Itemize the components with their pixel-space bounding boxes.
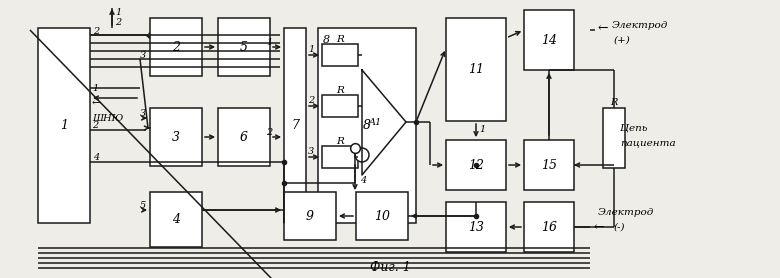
Text: 13: 13: [468, 220, 484, 234]
Text: 1: 1: [60, 119, 68, 132]
Text: Фиг. 1: Фиг. 1: [370, 261, 410, 274]
Bar: [603, 108, 625, 168]
Text: R: R: [336, 86, 344, 95]
Text: 1: 1: [308, 44, 314, 53]
Text: 3: 3: [140, 108, 147, 118]
Text: ←: ←: [92, 98, 101, 108]
Bar: [322, 95, 358, 117]
Bar: [524, 202, 574, 252]
Text: 15: 15: [541, 158, 557, 172]
Text: 1: 1: [479, 125, 485, 133]
Bar: [284, 28, 306, 223]
Text: 3: 3: [140, 51, 147, 59]
Text: 1: 1: [266, 38, 272, 46]
Bar: [446, 18, 506, 121]
Text: пациента: пациента: [620, 138, 675, 148]
Text: 14: 14: [541, 34, 557, 46]
Text: 10: 10: [374, 210, 390, 222]
Text: Электрод: Электрод: [598, 207, 654, 217]
Text: 2: 2: [266, 128, 272, 136]
Text: 7: 7: [291, 119, 299, 132]
Text: 4: 4: [93, 153, 99, 162]
Text: 4: 4: [172, 213, 180, 226]
Circle shape: [355, 148, 369, 162]
Bar: [524, 10, 574, 70]
Text: 12: 12: [468, 158, 484, 172]
Text: 6: 6: [240, 130, 248, 143]
Text: (-): (-): [614, 222, 626, 232]
Bar: [446, 140, 506, 190]
Text: ШНЮ: ШНЮ: [92, 113, 123, 123]
Text: 1: 1: [115, 8, 121, 16]
Text: 3: 3: [172, 130, 180, 143]
Text: 5: 5: [140, 200, 147, 210]
Text: 3: 3: [308, 147, 314, 155]
Bar: [356, 192, 408, 240]
Text: 11: 11: [468, 63, 484, 76]
Bar: [318, 28, 416, 223]
Text: 2: 2: [172, 41, 180, 53]
Text: ←: ←: [594, 220, 604, 234]
Text: 2: 2: [93, 26, 99, 36]
Text: 4: 4: [360, 175, 367, 185]
Bar: [524, 140, 574, 190]
Text: 9: 9: [306, 210, 314, 222]
Text: 2: 2: [115, 18, 121, 26]
Text: 8: 8: [363, 119, 371, 132]
Bar: [322, 44, 358, 66]
Text: 5: 5: [240, 41, 248, 53]
Text: R: R: [336, 34, 344, 43]
Text: ←: ←: [598, 21, 608, 34]
Text: R: R: [610, 98, 618, 106]
Text: 8: 8: [323, 35, 330, 45]
Text: 16: 16: [541, 220, 557, 234]
Bar: [150, 18, 202, 76]
Bar: [218, 108, 270, 166]
Bar: [284, 192, 336, 240]
Bar: [150, 192, 202, 247]
Text: 2: 2: [308, 96, 314, 105]
Bar: [218, 18, 270, 76]
Text: A1: A1: [368, 118, 381, 126]
Bar: [38, 28, 90, 223]
Polygon shape: [362, 70, 406, 175]
Bar: [446, 202, 506, 252]
Text: Электрод: Электрод: [612, 21, 668, 29]
Text: Цепь: Цепь: [620, 123, 647, 133]
Text: (+): (+): [614, 36, 631, 44]
Text: 2: 2: [92, 120, 98, 130]
Bar: [150, 108, 202, 166]
Text: R: R: [336, 136, 344, 145]
Bar: [322, 146, 358, 168]
Text: 1: 1: [92, 83, 98, 93]
